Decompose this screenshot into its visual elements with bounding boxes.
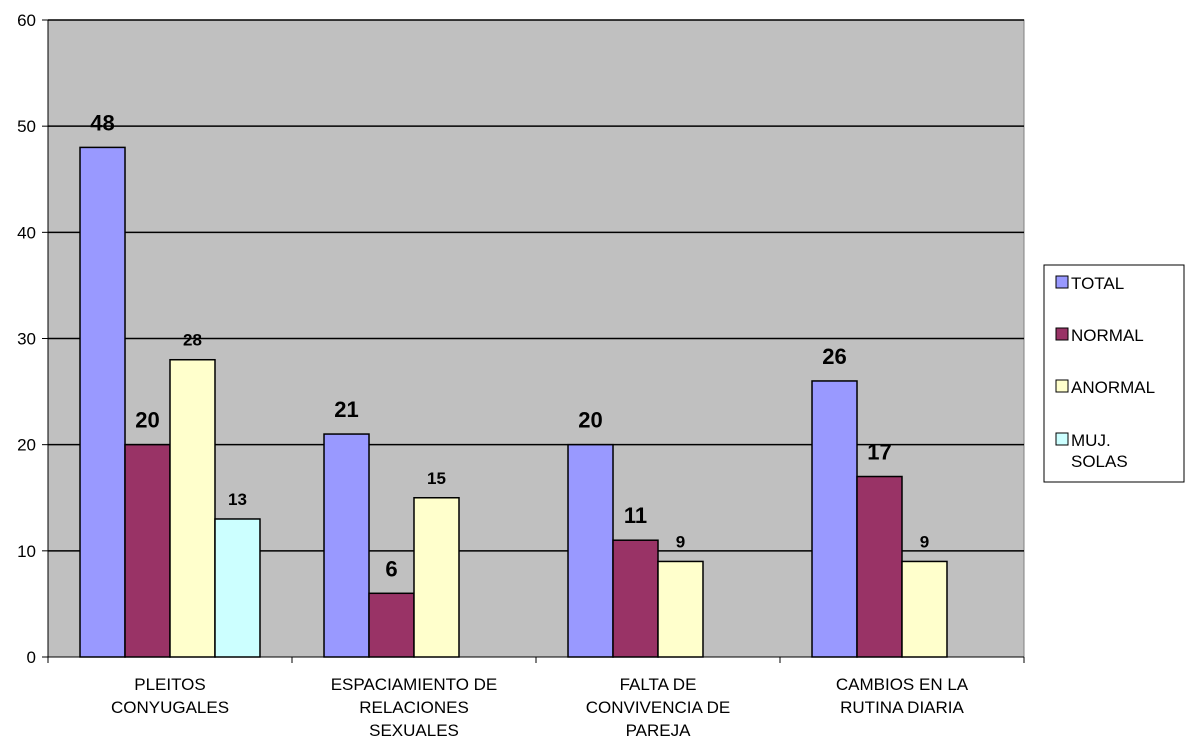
x-category-labels: PLEITOS CONYUGALES ESPACIAMIENTO DE RELACIO…: [111, 675, 969, 740]
y-tick-label: 50: [17, 117, 36, 136]
x-category-label: PLEITOS: [134, 675, 206, 694]
x-category-label: ESPACIAMIENTO DE: [331, 675, 498, 694]
y-tick-label: 20: [17, 436, 36, 455]
data-label: 21: [334, 397, 358, 422]
y-tick-label: 60: [17, 11, 36, 30]
x-category-label: SEXUALES: [369, 721, 459, 740]
x-category-label: RUTINA DIARIA: [840, 698, 964, 717]
bar-anormal: [657, 560, 704, 658]
x-category-label: CONVIVENCIA DE: [586, 698, 731, 717]
x-category-label: CAMBIOS EN LA: [836, 675, 969, 694]
bar-anormal: [169, 358, 216, 658]
x-category-label: PAREJA: [626, 721, 692, 740]
x-category-label: CONYUGALES: [111, 698, 229, 717]
bar-anormal: [901, 560, 948, 658]
data-label: 28: [183, 331, 202, 350]
bars: [79, 146, 948, 658]
legend-swatch: [1055, 432, 1069, 446]
data-label: 11: [624, 503, 647, 528]
legend-label: SOLAS: [1071, 452, 1128, 471]
legend-label: ANORMAL: [1071, 378, 1155, 397]
bar-normal: [124, 443, 171, 658]
bar-normal: [856, 475, 903, 658]
data-label: 20: [578, 408, 602, 433]
x-category-label: RELACIONES: [359, 698, 469, 717]
bar-muj-solas: [214, 518, 261, 658]
legend-box: [1043, 264, 1185, 483]
x-category-label: FALTA DE: [620, 675, 697, 694]
data-label: 15: [427, 469, 446, 488]
data-label: 48: [90, 110, 114, 135]
bar-anormal: [413, 497, 460, 658]
legend-label: MUJ.: [1071, 431, 1111, 450]
data-label: 9: [676, 532, 685, 551]
bar-total: [323, 433, 370, 658]
data-label: 20: [135, 408, 159, 433]
legend: TOTAL NORMAL ANORMAL MUJ. SOLAS: [1043, 264, 1185, 483]
y-tick-labels: 0 10 20 30 40 50 60: [17, 11, 36, 667]
data-label: 9: [920, 532, 929, 551]
bar-total: [567, 443, 614, 658]
bar-total: [811, 380, 858, 658]
axes: [42, 19, 1025, 663]
legend-swatch: [1055, 275, 1069, 289]
legend-swatch: [1055, 379, 1069, 393]
y-tick-label: 30: [17, 330, 36, 349]
y-tick-label: 0: [27, 648, 36, 667]
legend-swatch: [1055, 327, 1069, 341]
y-tick-label: 40: [17, 223, 36, 242]
bar-normal: [612, 539, 659, 658]
y-tick-label: 10: [17, 542, 36, 561]
data-labels: 48 21 20 26 20 6 11 17 28 15 9 9 13: [90, 110, 929, 581]
legend-label: TOTAL: [1071, 274, 1124, 293]
bar-normal: [368, 592, 415, 658]
legend-label: NORMAL: [1071, 326, 1144, 345]
bar-total: [79, 146, 126, 658]
data-label: 17: [867, 440, 891, 465]
data-label: 13: [228, 490, 247, 509]
data-label: 26: [822, 344, 846, 369]
data-label: 6: [385, 556, 397, 581]
